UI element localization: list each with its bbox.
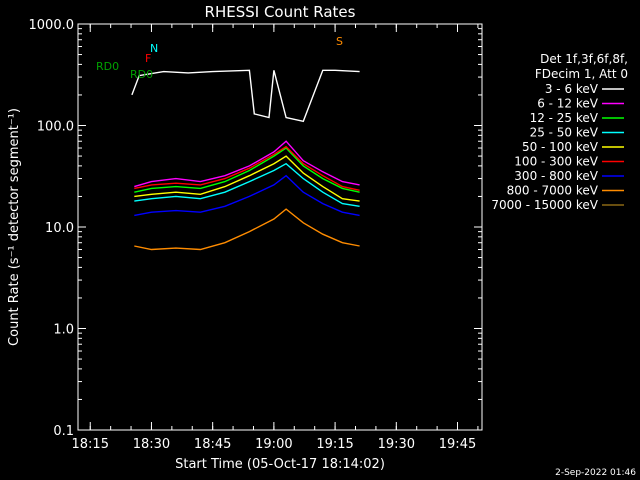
legend-label-5: 100 - 300 keV: [514, 155, 598, 169]
legend-header-1: FDecim 1, Att 0: [535, 67, 628, 81]
flag-label-1: F: [145, 52, 151, 65]
y-tick-label: 1000.0: [29, 18, 75, 33]
x-tick-label: 19:15: [316, 437, 353, 452]
x-tick-label: 18:30: [133, 437, 170, 452]
series-line-4: [134, 155, 360, 202]
series-line-0: [131, 69, 360, 123]
flag-label-0: N: [150, 42, 158, 55]
legend-label-4: 50 - 100 keV: [522, 140, 599, 154]
series-line-7: [134, 208, 360, 251]
y-axis-label: Count Rate (s⁻¹ detector segment⁻¹): [7, 108, 22, 346]
x-tick-label: 19:30: [378, 437, 415, 452]
x-tick-label: 19:45: [439, 437, 476, 452]
legend-label-2: 12 - 25 keV: [530, 111, 599, 125]
legend-label-3: 25 - 50 keV: [530, 126, 599, 140]
legend-header-0: Det 1f,3f,6f,8f,: [540, 52, 628, 66]
flag-label-2: RD0: [96, 60, 119, 73]
y-tick-label: 10.0: [45, 221, 74, 236]
y-tick-label: 100.0: [37, 120, 74, 135]
y-tick-label: 1.0: [53, 323, 74, 338]
legend-label-8: 7000 - 15000 keV: [491, 198, 598, 212]
x-tick-label: 18:15: [72, 437, 109, 452]
series-line-3: [134, 162, 360, 207]
plot-frame: [77, 23, 483, 431]
series-line-5: [134, 145, 360, 191]
legend-label-6: 300 - 800 keV: [514, 169, 598, 183]
x-tick-label: 19:00: [255, 437, 292, 452]
chart-title: RHESSI Count Rates: [205, 3, 356, 21]
legend-label-1: 6 - 12 keV: [537, 97, 599, 111]
x-axis-label: Start Time (05-Oct-17 18:14:02): [175, 457, 385, 472]
flag-label-3: RD0: [130, 68, 153, 81]
series-line-2: [134, 147, 360, 193]
flag-label-4: S: [336, 35, 343, 48]
credit-date: 2-Sep-2022 01:46: [555, 468, 636, 478]
legend-label-0: 3 - 6 keV: [545, 82, 599, 96]
y-tick-label: 0.1: [53, 424, 74, 439]
legend-label-7: 800 - 7000 keV: [507, 184, 599, 198]
series-line-1: [134, 140, 360, 188]
x-tick-label: 18:45: [194, 437, 231, 452]
series-line-6: [134, 174, 360, 217]
